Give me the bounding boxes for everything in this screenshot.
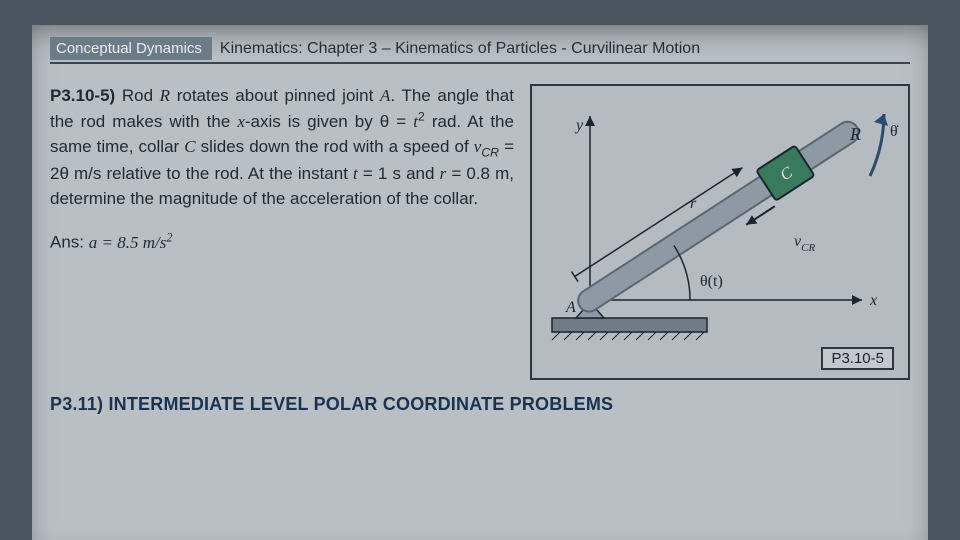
problem-id: P3.10-5) — [50, 86, 115, 105]
answer-label: Ans: — [50, 233, 84, 252]
rod-group: C — [570, 112, 871, 329]
answer-line: Ans: a = 8.5 m/s2 — [50, 229, 514, 255]
content-row: P3.10-5) Rod R rotates about pinned join… — [50, 84, 910, 380]
thetadot-arrow — [874, 114, 888, 126]
x-axis-arrow — [852, 295, 862, 305]
A-label: A — [565, 299, 576, 316]
vcr-label: vCR — [794, 233, 815, 254]
section-title: P3.11) INTERMEDIATE LEVEL POLAR COORDINA… — [50, 394, 910, 415]
chapter-header: Conceptual Dynamics Kinematics: Chapter … — [50, 37, 910, 64]
chapter-title: Kinematics: Chapter 3 – Kinematics of Pa… — [220, 40, 700, 58]
figure-svg: x y C — [532, 86, 912, 382]
problem-body: Rod R rotates about pinned joint A. The … — [50, 86, 514, 208]
y-label: y — [574, 117, 584, 134]
figure-id-box: P3.10-5 — [821, 347, 894, 370]
y-axis-arrow — [585, 116, 595, 126]
ground-rect — [552, 318, 707, 332]
problem-text: P3.10-5) Rod R rotates about pinned join… — [50, 84, 514, 256]
thetadot-label: θ̇ — [890, 123, 899, 140]
book-title-box: Conceptual Dynamics — [50, 37, 212, 60]
r-label: r — [690, 195, 697, 212]
rod-R-label: R — [849, 124, 861, 144]
theta-label: θ(t) — [700, 273, 723, 290]
x-label: x — [869, 292, 877, 309]
page: Conceptual Dynamics Kinematics: Chapter … — [32, 25, 928, 540]
vcr-arrow-head — [744, 215, 758, 229]
figure: x y C — [530, 84, 910, 380]
ground-hatch — [552, 332, 704, 340]
answer-value: a = 8.5 m/s2 — [89, 233, 173, 252]
